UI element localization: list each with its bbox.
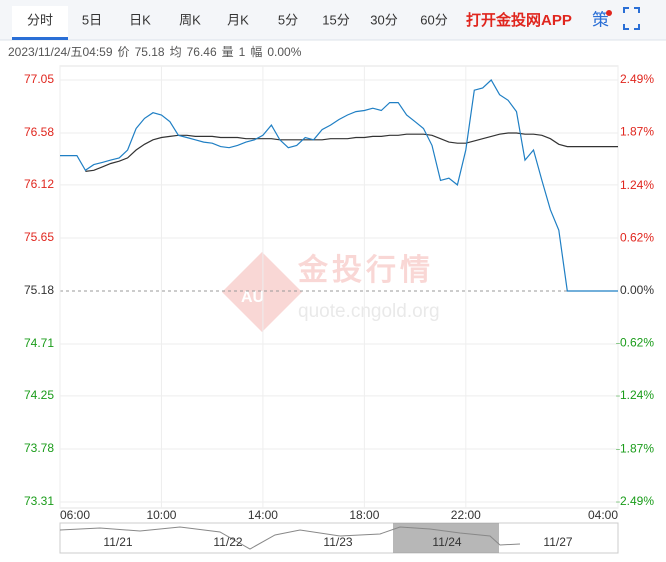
active-tab-underline <box>12 37 68 40</box>
navigator-date: 11/23 <box>323 535 352 549</box>
watermark-logo: AU <box>241 289 264 306</box>
y-tick-label: 77.05 <box>24 72 54 86</box>
y2-tick-label: 1.87% <box>620 125 654 139</box>
y-tick-label: 76.58 <box>24 125 54 139</box>
y2-tick-label: 0.62% <box>620 231 654 245</box>
series-line <box>60 79 618 292</box>
y-tick-label: 75.65 <box>24 230 54 244</box>
y2-tick-label: 0.00% <box>620 283 654 297</box>
info-price-label: 价 <box>118 45 130 59</box>
tab[interactable]: 30分 <box>370 12 397 27</box>
watermark: AU 金投行情 quote.cngold.org <box>222 252 440 332</box>
x-tick-label: 10:00 <box>146 508 176 522</box>
info-volume: 1 <box>239 45 246 59</box>
tab[interactable]: 月K <box>227 12 249 27</box>
y-tick-label: 76.12 <box>24 177 54 191</box>
navigator[interactable] <box>59 522 619 554</box>
watermark-title: 金投行情 <box>297 253 434 287</box>
watermark-logo-shape <box>222 252 302 332</box>
navigator-date: 11/27 <box>543 535 572 549</box>
watermark-url: quote.cngold.org <box>298 301 440 322</box>
info-change-label: 幅 <box>250 44 262 59</box>
navigator-date: 11/21 <box>103 535 132 549</box>
x-tick-label: 04:00 <box>588 508 618 522</box>
y-tick-label: 73.78 <box>24 441 54 455</box>
info-avg: 76.46 <box>187 45 217 59</box>
x-tick-label: 22:00 <box>451 508 481 522</box>
y2-tick-label: 2.49% <box>620 72 654 86</box>
tab[interactable]: 分时 <box>27 12 53 27</box>
navigator-line <box>59 526 521 550</box>
tab[interactable]: 60分 <box>420 12 447 27</box>
strategy-button[interactable]: 策 <box>592 10 609 29</box>
y-tick-label: 74.25 <box>24 388 54 402</box>
app-link[interactable]: 打开金投网APP <box>466 11 572 29</box>
y-tick-label: 75.18 <box>24 283 54 297</box>
tab-bar <box>0 0 666 40</box>
y2-tick-label: 1.24% <box>620 178 654 192</box>
tab[interactable]: 日K <box>129 12 151 27</box>
series-line <box>85 132 618 172</box>
tab[interactable]: 5分 <box>278 12 298 27</box>
info-volume-label: 量 <box>222 45 234 59</box>
y2-tick-label: -1.24% <box>616 388 654 402</box>
info-price: 75.18 <box>135 45 165 59</box>
x-tick-label: 18:00 <box>349 508 379 522</box>
x-tick-label: 06:00 <box>60 508 90 522</box>
navigator-date: 11/24 <box>432 535 461 549</box>
y-tick-label: 74.71 <box>24 336 54 350</box>
tab[interactable]: 5日 <box>82 12 102 27</box>
y2-tick-label: -2.49% <box>616 494 654 508</box>
info-avg-label: 均 <box>170 45 182 59</box>
navigator-date: 11/22 <box>213 535 242 549</box>
plot-frame <box>59 65 619 509</box>
badge <box>606 10 612 16</box>
tab[interactable]: 15分 <box>322 12 349 27</box>
info-change: 0.00% <box>267 45 301 59</box>
y2-tick-label: -0.62% <box>616 336 654 350</box>
y-tick-label: 73.31 <box>24 494 54 508</box>
y2-tick-label: -1.87% <box>616 442 654 456</box>
info-datetime: 2023/11/24/五04:59 <box>8 45 113 59</box>
active-tab-bg <box>12 6 68 40</box>
x-tick-label: 14:00 <box>248 508 278 522</box>
tab[interactable]: 周K <box>179 12 201 27</box>
fullscreen-button[interactable] <box>623 7 640 30</box>
